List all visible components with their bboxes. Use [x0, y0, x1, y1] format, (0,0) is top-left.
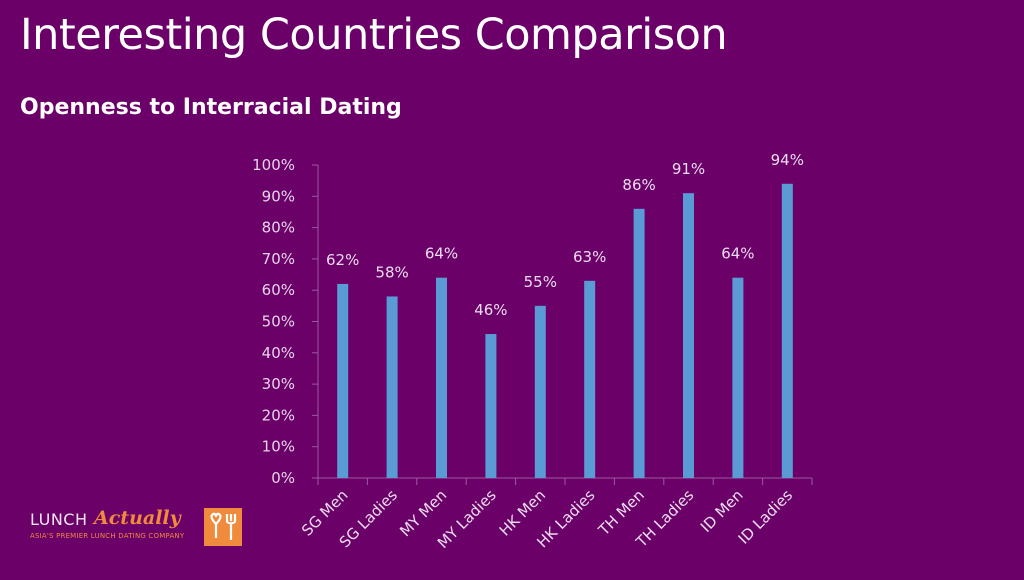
bar: [781, 183, 793, 478]
y-tick-label: 60%: [262, 281, 295, 299]
data-label: 63%: [573, 248, 606, 266]
data-label: 91%: [672, 160, 705, 178]
data-label: 46%: [474, 301, 507, 319]
y-tick-label: 100%: [252, 156, 295, 174]
bars: [337, 183, 793, 479]
y-tick-label: 20%: [262, 406, 295, 424]
slide-subtitle: Openness to Interracial Dating: [20, 95, 402, 120]
bar: [633, 208, 645, 478]
y-tick-label: 10%: [262, 438, 295, 456]
data-label: 86%: [622, 176, 655, 194]
y-tick-label: 0%: [271, 469, 295, 487]
slide-title: Interesting Countries Comparison: [20, 10, 728, 60]
bar: [386, 296, 398, 478]
data-label: 62%: [326, 251, 359, 269]
y-tick-label: 30%: [262, 375, 295, 393]
bar: [436, 277, 447, 478]
logo-brand-lunch: LUNCH: [30, 510, 88, 529]
data-label: 64%: [425, 245, 458, 263]
heart-fork-icon: [204, 508, 242, 546]
y-tick-label: 90%: [262, 187, 295, 205]
y-tick-label: 40%: [262, 344, 295, 362]
data-label: 55%: [524, 273, 557, 291]
data-label: 58%: [375, 263, 408, 281]
logo-brand-actually: Actually: [94, 507, 181, 529]
lunch-actually-logo: LUNCH Actually ASIA'S PREMIER LUNCH DATI…: [30, 507, 250, 548]
bar: [584, 280, 596, 478]
data-label: 94%: [771, 151, 804, 169]
data-label: 64%: [721, 245, 754, 263]
category-label: ID Ladies: [735, 486, 797, 548]
data-labels: 62% 58% 64% 46% 55% 63% 86% 91% 64% 94%: [326, 151, 804, 319]
y-tick-label: 80%: [262, 219, 295, 237]
x-axis: [317, 477, 813, 485]
bar: [337, 283, 349, 478]
y-tick-label: 50%: [262, 313, 295, 331]
bar: [534, 305, 546, 478]
category-label: ID Men: [697, 486, 747, 536]
y-axis: 0% 10% 20% 30% 40% 50% 60% 70% 80% 90% 100%: [252, 156, 319, 487]
bar: [683, 193, 694, 479]
logo-tagline: ASIA'S PREMIER LUNCH DATING COMPANY: [30, 532, 185, 540]
bar: [485, 334, 497, 478]
bar: [732, 277, 744, 478]
y-tick-label: 70%: [262, 250, 295, 268]
